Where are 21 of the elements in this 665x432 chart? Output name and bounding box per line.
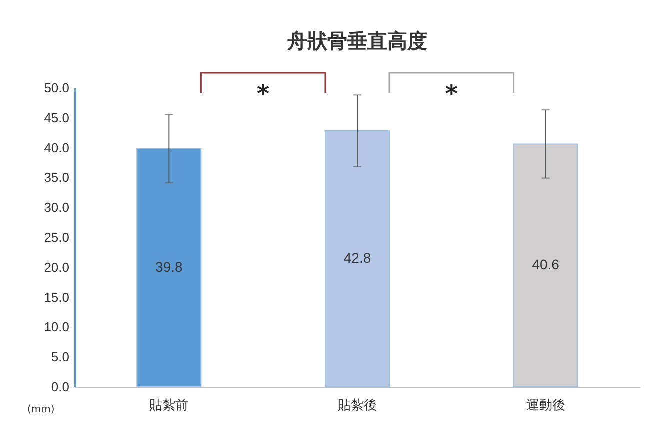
x-tick-label: 貼紮前 (150, 398, 189, 414)
y-tick-label: 20.0 (44, 260, 70, 275)
data-label: 39.8 (156, 259, 184, 275)
y-tick-label: 45.0 (44, 110, 70, 126)
y-tick-label: 10.0 (44, 320, 70, 335)
data-label: 40.6 (532, 256, 560, 273)
chart-title: 舟狀骨垂直高度 (286, 29, 428, 53)
y-tick-label: 25.0 (44, 230, 70, 245)
y-tick-label: 50.0 (44, 80, 70, 96)
annotation: * (445, 80, 458, 108)
y-tick-label: 0.0 (51, 380, 70, 394)
y-tick-label: 35.0 (44, 170, 70, 186)
x-tick-label: 貼紮後 (338, 398, 377, 414)
y-tick-label: 5.0 (51, 350, 70, 365)
y-axis-title: (mm) (28, 404, 55, 416)
y-tick-label: 40.0 (44, 140, 70, 156)
x-tick-label: 運動後 (526, 398, 566, 414)
y-tick-label: 15.0 (44, 290, 70, 305)
y-tick-label: 30.0 (44, 200, 70, 216)
data-label: 42.8 (344, 250, 372, 266)
annotation: * (257, 80, 270, 108)
